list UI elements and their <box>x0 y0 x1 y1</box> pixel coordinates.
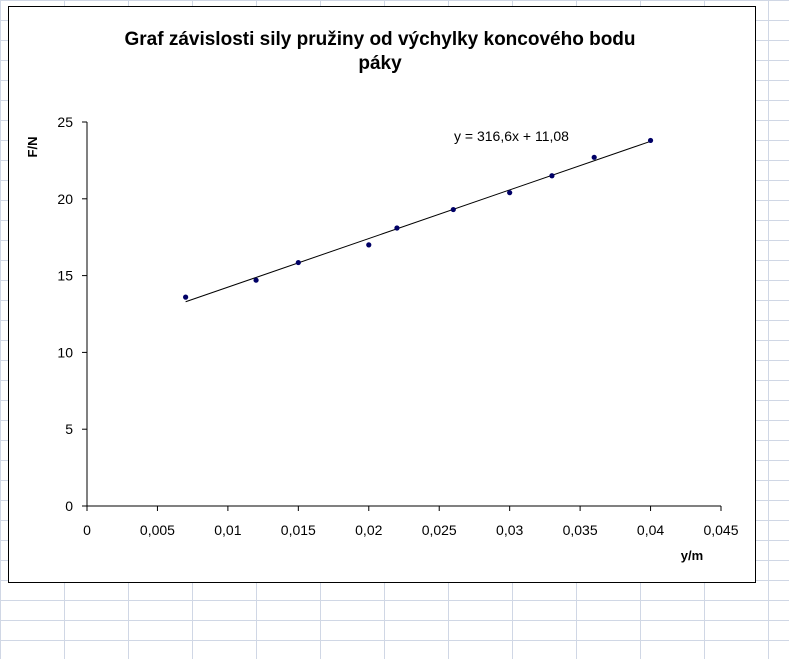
chart-title-line-1: Graf závislosti sily pružiny od výchylky… <box>124 29 635 50</box>
data-point <box>549 173 555 179</box>
x-tick-label: 0,01 <box>214 522 241 538</box>
data-point <box>394 225 400 231</box>
x-axis-ticks: 0 0,005 0,01 0,015 0,02 0,025 0,03 0,035 0,04 0,0… <box>83 506 739 538</box>
x-tick-label: 0,045 <box>703 522 738 538</box>
trendline <box>185 140 651 303</box>
chart-title-line-2: páky <box>358 53 402 74</box>
data-point <box>366 242 372 248</box>
y-tick-label: 0 <box>65 498 73 514</box>
x-tick-label: 0,04 <box>637 522 664 538</box>
x-axis-title: y/m <box>681 548 703 563</box>
y-axis-ticks: 0 5 10 15 20 25 <box>57 114 87 514</box>
x-tick-label: 0,005 <box>140 522 175 538</box>
y-tick-label: 20 <box>57 191 73 207</box>
y-axis-title: F/N <box>25 137 40 158</box>
data-point <box>647 137 654 144</box>
x-tick-label: 0,035 <box>563 522 598 538</box>
x-tick-label: 0,025 <box>422 522 457 538</box>
data-point <box>507 190 513 196</box>
x-tick-label: 0,03 <box>496 522 523 538</box>
y-tick-label: 5 <box>65 421 73 437</box>
data-points <box>183 137 654 300</box>
x-tick-label: 0,02 <box>355 522 382 538</box>
y-tick-label: 15 <box>57 268 73 284</box>
chart-area[interactable] <box>8 6 756 583</box>
y-tick-label: 10 <box>57 344 73 360</box>
x-tick-label: 0 <box>83 522 91 538</box>
data-point <box>591 154 597 160</box>
x-tick-label: 0,015 <box>281 522 316 538</box>
data-point <box>183 294 189 300</box>
data-point <box>295 259 301 266</box>
trendline-equation: y = 316,6x + 11,08 <box>454 128 569 144</box>
data-point <box>450 206 456 213</box>
y-tick-label: 25 <box>57 114 73 130</box>
data-point <box>253 277 259 283</box>
